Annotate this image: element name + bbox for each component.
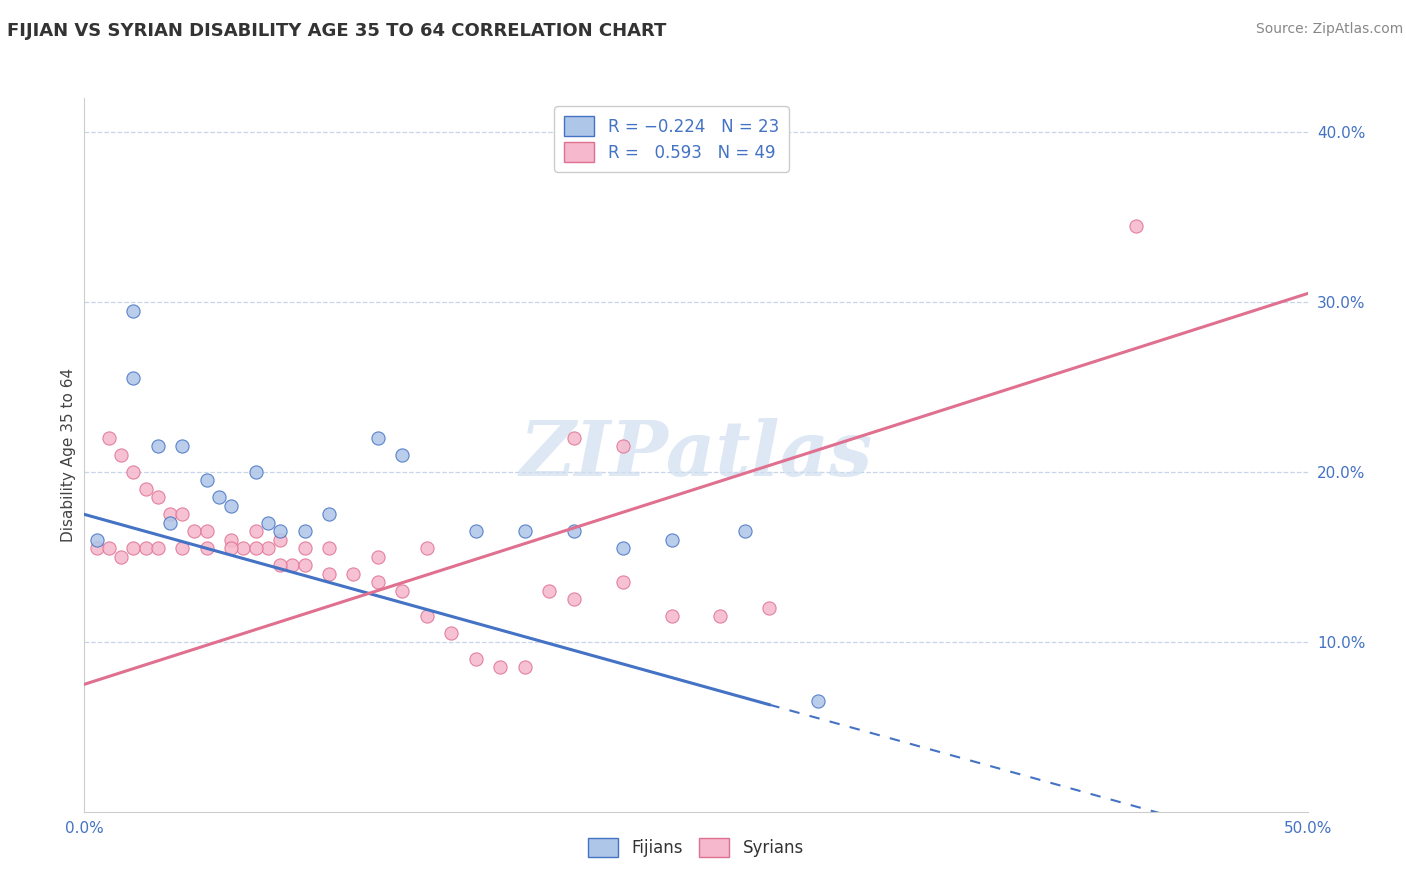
Point <box>294 541 316 556</box>
Point <box>257 516 280 530</box>
Point <box>232 541 254 556</box>
Point <box>416 609 439 624</box>
Point <box>294 524 316 539</box>
Point <box>562 592 585 607</box>
Legend: Fijians, Syrians: Fijians, Syrians <box>581 831 811 864</box>
Point <box>146 439 169 453</box>
Point <box>612 575 634 590</box>
Point <box>183 524 205 539</box>
Point <box>464 652 486 666</box>
Point <box>538 583 561 598</box>
Point <box>318 566 340 581</box>
Point <box>661 533 683 547</box>
Point <box>367 549 389 564</box>
Point <box>110 448 132 462</box>
Point <box>97 431 120 445</box>
Text: FIJIAN VS SYRIAN DISABILITY AGE 35 TO 64 CORRELATION CHART: FIJIAN VS SYRIAN DISABILITY AGE 35 TO 64… <box>7 22 666 40</box>
Y-axis label: Disability Age 35 to 64: Disability Age 35 to 64 <box>60 368 76 542</box>
Point <box>110 549 132 564</box>
Point <box>612 439 634 453</box>
Point <box>245 541 267 556</box>
Point <box>172 508 194 522</box>
Point <box>489 660 512 674</box>
Point <box>513 660 536 674</box>
Point <box>281 558 304 573</box>
Point <box>562 431 585 445</box>
Point <box>172 541 194 556</box>
Point <box>257 541 280 556</box>
Point <box>219 541 242 556</box>
Point <box>1125 219 1147 233</box>
Point <box>562 524 585 539</box>
Point <box>159 508 181 522</box>
Point <box>318 508 340 522</box>
Point <box>172 439 194 453</box>
Point <box>122 303 145 318</box>
Point <box>135 482 157 496</box>
Point <box>122 371 145 385</box>
Point <box>245 465 267 479</box>
Point <box>391 448 413 462</box>
Point <box>391 583 413 598</box>
Point <box>294 558 316 573</box>
Point <box>219 533 242 547</box>
Point <box>269 558 291 573</box>
Point <box>97 541 120 556</box>
Point <box>440 626 463 640</box>
Point <box>269 524 291 539</box>
Point <box>146 541 169 556</box>
Point <box>195 541 218 556</box>
Point <box>709 609 731 624</box>
Point <box>661 609 683 624</box>
Point <box>146 491 169 505</box>
Point <box>219 499 242 513</box>
Text: Source: ZipAtlas.com: Source: ZipAtlas.com <box>1256 22 1403 37</box>
Point <box>195 524 218 539</box>
Point <box>513 524 536 539</box>
Point <box>122 465 145 479</box>
Point <box>159 516 181 530</box>
Point <box>367 431 389 445</box>
Point <box>807 694 830 708</box>
Point <box>245 524 267 539</box>
Point <box>416 541 439 556</box>
Point <box>318 541 340 556</box>
Point <box>86 541 108 556</box>
Point <box>342 566 364 581</box>
Point <box>734 524 756 539</box>
Point <box>612 541 634 556</box>
Point <box>122 541 145 556</box>
Point <box>367 575 389 590</box>
Point <box>86 533 108 547</box>
Point <box>135 541 157 556</box>
Point <box>758 600 780 615</box>
Point <box>208 491 231 505</box>
Point <box>269 533 291 547</box>
Point <box>464 524 486 539</box>
Point <box>195 474 218 488</box>
Text: ZIPatlas: ZIPatlas <box>519 418 873 491</box>
